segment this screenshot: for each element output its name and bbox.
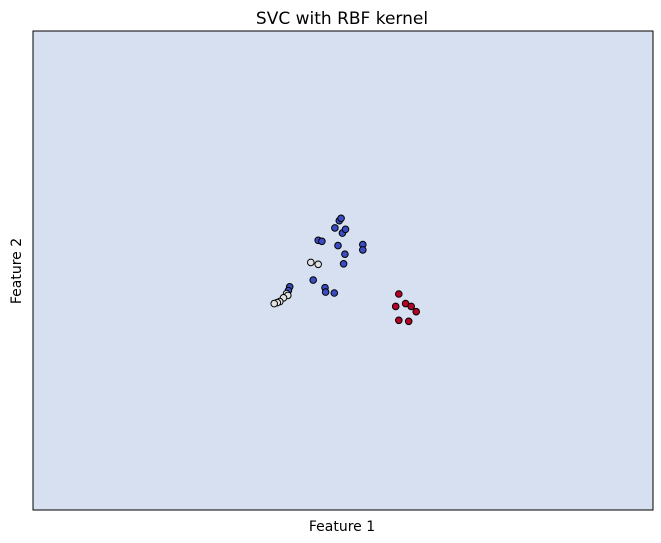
data-point-class-0-12 xyxy=(309,276,318,284)
x-axis-label: Feature 1 xyxy=(309,519,375,535)
data-point-class-0-2 xyxy=(331,224,339,232)
data-point-class-0-4 xyxy=(341,225,350,234)
data-point-class-0-15 xyxy=(330,289,339,297)
data-point-class-0-14 xyxy=(321,288,330,296)
data-point-class-0-1 xyxy=(337,214,345,223)
data-point-class-0-9 xyxy=(359,246,367,254)
decision-region xyxy=(33,31,653,510)
scatter-points xyxy=(270,214,421,326)
data-point-class-2-5 xyxy=(395,316,403,325)
chart-title: SVC with RBF kernel xyxy=(256,9,428,29)
data-point-class-1-7 xyxy=(270,299,279,308)
data-point-class-1-0 xyxy=(307,258,315,267)
data-point-class-2-3 xyxy=(407,302,416,311)
data-point-class-0-6 xyxy=(318,237,326,246)
data-point-class-2-0 xyxy=(395,290,403,298)
plot-frame xyxy=(32,30,654,511)
y-axis-label: Feature 2 xyxy=(9,238,25,304)
data-point-class-0-10 xyxy=(339,260,348,268)
data-point-class-2-6 xyxy=(404,317,413,326)
data-point-class-1-1 xyxy=(314,260,323,269)
data-point-class-0-11 xyxy=(341,250,349,258)
data-point-class-0-7 xyxy=(334,241,342,250)
data-point-class-2-1 xyxy=(391,302,400,311)
data-point-class-2-4 xyxy=(412,307,421,316)
